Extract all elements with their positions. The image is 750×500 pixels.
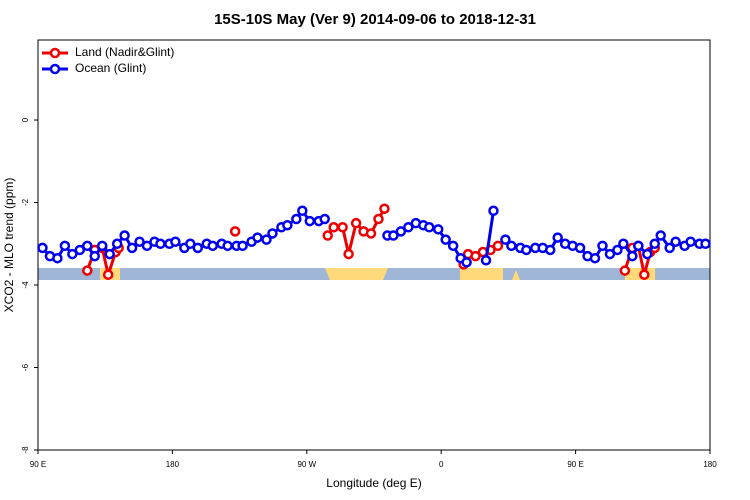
data-point — [612, 244, 623, 256]
data-point — [67, 248, 78, 260]
data-point — [544, 244, 556, 256]
data-point — [597, 240, 608, 252]
y-axis-label: XCO2 - MLO trend (ppm) — [2, 178, 16, 313]
data-point — [134, 236, 145, 247]
data-point — [633, 240, 644, 252]
x-tick-label: 180 — [166, 460, 180, 469]
y-tick-label: -4 — [21, 281, 30, 289]
data-point — [82, 240, 93, 252]
data-point — [267, 228, 278, 239]
data-point — [52, 252, 63, 264]
data-point — [488, 205, 499, 217]
data-point — [82, 265, 93, 276]
x-tick-label: 90 E — [567, 460, 583, 469]
data-point — [343, 248, 354, 260]
data-point — [155, 238, 166, 250]
data-point — [291, 213, 302, 225]
data-point — [649, 238, 660, 250]
data-point — [424, 222, 435, 233]
data-point — [170, 236, 181, 247]
data-point — [328, 222, 339, 233]
data-point — [192, 242, 204, 254]
data-point — [350, 217, 362, 229]
data-point — [111, 238, 123, 250]
data-point — [552, 232, 563, 243]
data-point — [59, 240, 71, 252]
x-tick-label: 180 — [703, 460, 717, 469]
legend-marker — [49, 47, 61, 59]
data-point — [322, 230, 333, 241]
data-point — [403, 222, 414, 233]
legend-label: Land (Nadir&Glint) — [75, 45, 174, 59]
x-tick-label: 90 E — [30, 460, 46, 469]
data-point — [506, 240, 517, 252]
data-point — [237, 240, 248, 252]
data-point — [589, 252, 601, 264]
data-point — [655, 230, 666, 241]
data-point — [119, 230, 130, 241]
data-point — [252, 232, 263, 243]
data-point — [37, 242, 48, 254]
data-point — [492, 240, 504, 252]
y-tick-label: 0 — [21, 117, 30, 122]
data-point — [229, 226, 241, 237]
data-point — [574, 242, 586, 254]
data-point — [104, 248, 115, 260]
data-point — [388, 230, 399, 241]
data-point — [89, 250, 100, 262]
data-point — [141, 240, 153, 252]
data-point — [432, 224, 444, 235]
y-tick-label: -8 — [21, 446, 30, 454]
data-point — [207, 240, 218, 252]
y-tick-label: -2 — [21, 198, 30, 206]
data-point — [319, 213, 330, 225]
data-point — [395, 226, 407, 237]
data-point — [185, 238, 196, 250]
data-point — [373, 213, 384, 225]
data-point — [74, 244, 86, 256]
data-point — [664, 242, 675, 254]
data-point — [337, 222, 348, 233]
data-point — [297, 205, 308, 217]
data-point — [619, 265, 631, 276]
data-point — [618, 238, 629, 250]
data-point — [447, 240, 459, 252]
data-point — [685, 236, 696, 247]
data-point — [304, 215, 316, 227]
x-axis-label: Longitude (deg E) — [326, 476, 421, 490]
data-point — [379, 203, 390, 214]
y-tick-label: -6 — [21, 363, 30, 371]
data-point — [480, 255, 492, 266]
x-tick-label: 0 — [439, 460, 444, 469]
series-line — [484, 210, 495, 261]
data-point — [500, 234, 511, 245]
data-point — [96, 240, 108, 252]
legend-marker — [49, 63, 61, 75]
data-point — [670, 236, 681, 247]
x-tick-label: 90 W — [297, 460, 316, 469]
data-point — [521, 244, 532, 256]
legend-label: Ocean (Glint) — [75, 61, 146, 75]
data-point — [642, 248, 653, 260]
chart-title: 15S-10S May (Ver 9) 2014-09-06 to 2018-1… — [214, 11, 536, 28]
data-point — [102, 269, 114, 280]
data-point — [126, 242, 138, 254]
data-point — [282, 219, 293, 231]
data-point — [440, 234, 451, 245]
data-point — [470, 250, 481, 262]
data-point — [261, 234, 272, 245]
data-point — [700, 238, 711, 250]
data-point — [639, 269, 650, 280]
surface-strip — [38, 268, 710, 280]
data-point — [461, 257, 472, 268]
data-point — [222, 240, 233, 252]
data-point — [365, 228, 377, 239]
data-point — [604, 248, 616, 260]
data-point — [627, 250, 638, 262]
